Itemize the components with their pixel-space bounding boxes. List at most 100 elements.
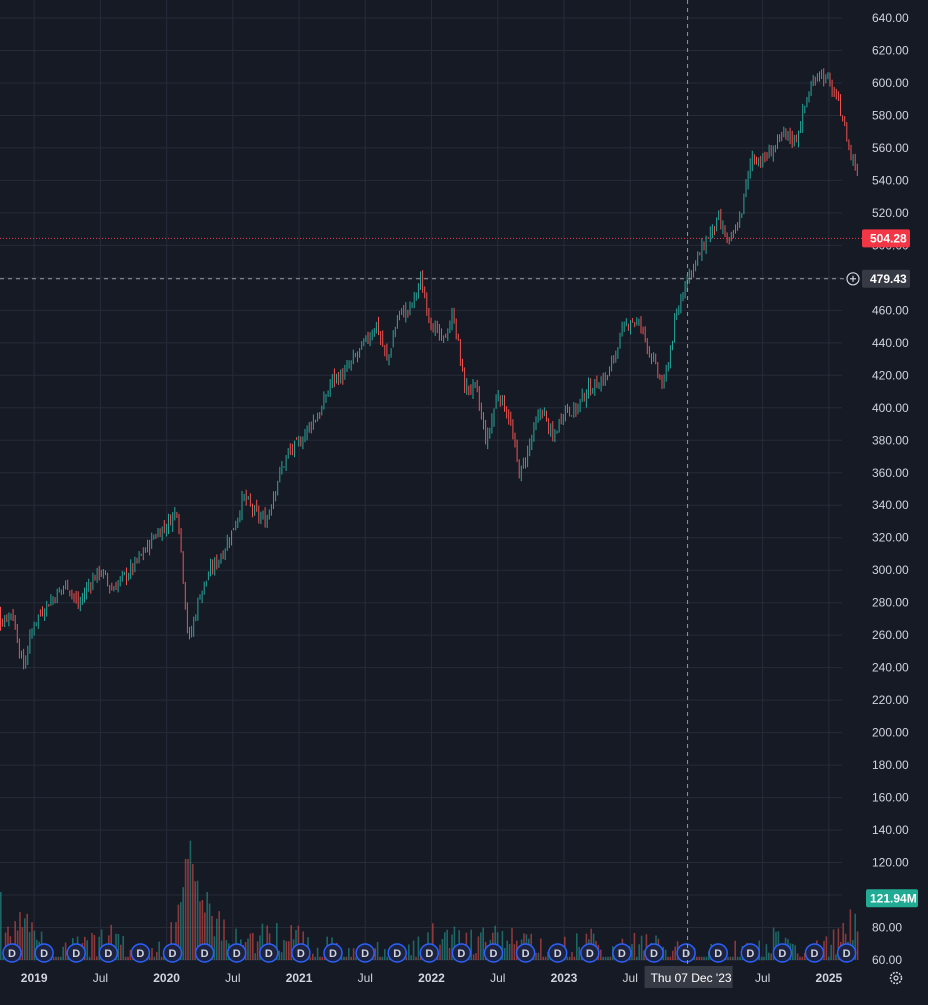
volume-bar bbox=[261, 923, 264, 960]
volume-bar bbox=[633, 932, 636, 960]
volume-bar bbox=[736, 956, 739, 960]
price-tick-label: 60.00 bbox=[872, 953, 902, 967]
time-tick-label: Jul bbox=[93, 971, 108, 985]
dividend-marker-label: D bbox=[682, 948, 690, 960]
volume-bar bbox=[739, 956, 741, 960]
dividend-marker[interactable] bbox=[130, 943, 151, 963]
dividend-marker[interactable] bbox=[98, 943, 119, 963]
volume-bar bbox=[604, 956, 607, 960]
dividend-marker-label: D bbox=[169, 948, 177, 960]
dividend-marker[interactable] bbox=[451, 943, 472, 963]
volume-bar bbox=[772, 927, 775, 960]
volume-bar bbox=[828, 956, 830, 960]
dividend-marker[interactable] bbox=[612, 943, 632, 963]
dividend-marker[interactable] bbox=[515, 943, 536, 963]
dividend-marker[interactable] bbox=[740, 943, 761, 963]
volume-bar bbox=[825, 936, 828, 960]
volume-bar bbox=[180, 902, 182, 960]
volume-bar bbox=[568, 956, 571, 960]
time-tick-label: 2022 bbox=[418, 971, 445, 985]
dividend-marker[interactable] bbox=[547, 943, 568, 963]
dividend-marker[interactable] bbox=[323, 943, 343, 963]
volume-bar bbox=[192, 864, 194, 960]
volume-bar bbox=[727, 956, 729, 960]
volume-bar bbox=[801, 956, 804, 960]
volume-bar bbox=[175, 922, 177, 960]
price-tick-label: 440.00 bbox=[872, 336, 909, 350]
volume-bar bbox=[312, 953, 314, 960]
volume-bar bbox=[849, 909, 852, 960]
dividend-marker-label: D bbox=[746, 948, 754, 960]
volume-bar bbox=[669, 956, 672, 960]
volume-bar bbox=[823, 940, 825, 960]
volume-bar bbox=[708, 951, 710, 960]
dividend-marker[interactable] bbox=[34, 943, 54, 963]
dividend-marker[interactable] bbox=[194, 943, 215, 963]
dividend-marker[interactable] bbox=[644, 943, 664, 963]
dividend-marker[interactable] bbox=[226, 943, 247, 963]
volume-bar bbox=[60, 956, 62, 960]
dividend-marker[interactable] bbox=[580, 943, 600, 963]
gear-icon[interactable] bbox=[889, 971, 903, 985]
volume-bar bbox=[640, 935, 643, 960]
price-tick-label: 340.00 bbox=[872, 498, 909, 512]
volume-bar bbox=[67, 956, 69, 960]
price-tick-label: 540.00 bbox=[872, 173, 909, 187]
volume-bar bbox=[696, 956, 698, 960]
volume-bar bbox=[24, 918, 26, 960]
volume-bar bbox=[535, 952, 537, 960]
volume-bar bbox=[453, 926, 456, 960]
price-tick-label: 400.00 bbox=[872, 401, 909, 415]
dividend-marker[interactable] bbox=[708, 943, 728, 963]
volume-bar bbox=[480, 932, 482, 960]
volume-bar bbox=[319, 956, 321, 960]
volume-bar bbox=[448, 948, 451, 960]
dividend-marker[interactable] bbox=[804, 943, 825, 963]
volume-bar bbox=[381, 956, 384, 960]
dividend-marker[interactable] bbox=[259, 943, 279, 963]
price-candles bbox=[0, 68, 858, 670]
dividend-marker[interactable] bbox=[355, 943, 375, 963]
plus-circle-icon[interactable] bbox=[846, 272, 860, 286]
price-tick-label: 160.00 bbox=[872, 791, 909, 805]
volume-bar bbox=[544, 956, 547, 960]
price-tick-label: 320.00 bbox=[872, 531, 909, 545]
dividend-marker[interactable] bbox=[2, 943, 22, 963]
volume-bar bbox=[55, 956, 57, 960]
dividend-marker[interactable] bbox=[66, 943, 86, 963]
volume-bar bbox=[62, 946, 64, 960]
dividend-marker[interactable] bbox=[836, 943, 857, 963]
volume-bar bbox=[792, 943, 794, 960]
volume-bar bbox=[254, 953, 256, 960]
volume-bar bbox=[276, 923, 278, 960]
volume-bar bbox=[482, 927, 484, 960]
dividend-marker[interactable] bbox=[483, 943, 504, 963]
dividend-marker[interactable] bbox=[387, 943, 407, 963]
dividend-marker-label: D bbox=[393, 948, 401, 960]
volume-bar bbox=[151, 948, 153, 960]
volume-bar bbox=[314, 956, 316, 960]
volume-badge: 121.94M bbox=[866, 889, 918, 908]
volume-bar bbox=[765, 944, 768, 960]
dividend-marker[interactable] bbox=[162, 943, 183, 963]
volume-bar bbox=[542, 956, 544, 960]
volume-bar bbox=[631, 943, 633, 960]
dividend-marker[interactable] bbox=[419, 943, 440, 963]
volume-bar bbox=[830, 944, 832, 960]
volume-bar bbox=[376, 942, 379, 960]
volume-bar bbox=[182, 887, 184, 960]
time-tick-label: Jul bbox=[755, 971, 770, 985]
dividend-marker[interactable] bbox=[291, 943, 311, 963]
volume-bar bbox=[573, 956, 576, 960]
volume-bar bbox=[705, 956, 708, 960]
dividend-marker[interactable] bbox=[772, 943, 793, 963]
volume-bar bbox=[796, 953, 799, 960]
price-tick-label: 620.00 bbox=[872, 43, 909, 57]
time-axis: 2019 Jul 2020 Jul 2021 Jul 2022 Jul 2023 Jul Jul 20… bbox=[21, 971, 843, 985]
time-tick-label: 2025 bbox=[816, 971, 843, 985]
dividend-marker[interactable] bbox=[676, 943, 696, 963]
volume-bar bbox=[832, 929, 835, 960]
volume-bar bbox=[57, 956, 60, 960]
